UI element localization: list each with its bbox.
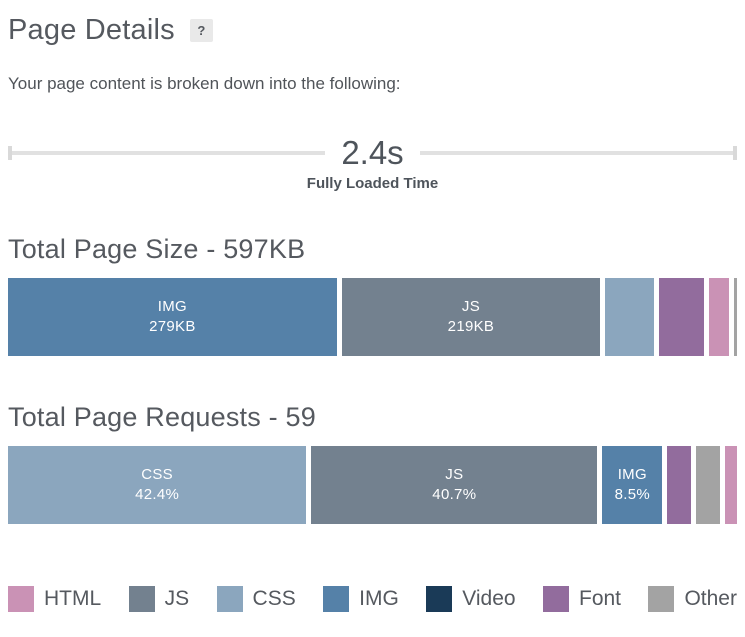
legend-item-html: HTML [8, 586, 101, 612]
legend-label: Font [579, 587, 622, 610]
segment-type-label: JS [445, 466, 464, 483]
bar-segment-font [667, 446, 692, 524]
legend-swatch-icon [128, 586, 155, 612]
bar-segment-other [696, 446, 721, 524]
bar-segment-img: IMG 279KB [8, 278, 337, 356]
bar-segment-html [709, 278, 730, 356]
segment-value-label: 40.7% [432, 486, 477, 503]
bar-segment-other [734, 278, 738, 356]
segment-type-label: JS [461, 298, 480, 315]
legend-item-video: Video [426, 586, 516, 612]
legend-item-other: Other [648, 586, 737, 612]
segment-type-label: IMG [617, 466, 647, 483]
bar-segment-js: JS 219KB [341, 278, 601, 356]
segment-type-label: IMG [157, 298, 187, 315]
legend-swatch-icon [323, 586, 350, 612]
legend: HTML JS CSS IMG Video Font Other [8, 586, 737, 612]
page-requests-heading: Total Page Requests - 59 [8, 402, 316, 432]
page-title: Page Details [8, 14, 175, 46]
help-icon[interactable]: ? [189, 19, 213, 42]
segment-type-label: CSS [141, 466, 173, 483]
legend-item-font: Font [543, 586, 621, 612]
fully-loaded-time-value: 2.4s [341, 134, 404, 171]
segment-value-label: 219KB [447, 318, 495, 335]
page-requests-stacked-bar: CSS 42.4% JS 40.7% IMG 8.5% [8, 446, 737, 524]
legend-swatch-icon [543, 586, 569, 612]
bar-segment-css: CSS 42.4% [8, 446, 307, 524]
segment-value-label: 8.5% [614, 486, 651, 503]
ruler-left-cap-icon [8, 146, 12, 160]
legend-swatch-icon [8, 586, 34, 612]
fully-loaded-time-label: Fully Loaded Time [306, 175, 439, 192]
ruler-line-right [419, 151, 733, 155]
ruler-right-cap-icon [733, 146, 737, 160]
legend-label: JS [164, 587, 190, 610]
legend-swatch-icon [426, 586, 453, 612]
bar-segment-font [659, 278, 705, 356]
segment-value-label: 42.4% [135, 486, 180, 503]
legend-label: Other [684, 587, 737, 610]
segment-value-label: 279KB [149, 318, 196, 335]
legend-item-css: CSS [216, 586, 296, 612]
subtitle-text: Your page content is broken down into th… [8, 74, 401, 93]
legend-swatch-icon [216, 586, 243, 612]
bar-segment-css [605, 278, 655, 356]
bar-segment-js: JS 40.7% [311, 446, 598, 524]
bar-segment-html [725, 446, 737, 524]
legend-swatch-icon [648, 586, 675, 612]
fully-loaded-time-ruler: 2.4s [8, 134, 737, 172]
page-size-stacked-bar: IMG 279KB JS 219KB [8, 278, 738, 356]
bar-segment-img: IMG 8.5% [602, 446, 663, 524]
legend-label: Video [462, 587, 516, 610]
ruler-line-left [12, 151, 326, 155]
legend-item-js: JS [128, 586, 190, 612]
legend-label: IMG [359, 587, 399, 610]
legend-item-img: IMG [323, 586, 399, 612]
page-details-panel: Page Details ? Your page content is brok… [8, 14, 738, 612]
page-size-heading: Total Page Size - 597KB [8, 234, 306, 264]
title-row: Page Details ? [8, 14, 737, 47]
legend-label: CSS [252, 587, 296, 610]
legend-label: HTML [44, 587, 102, 610]
